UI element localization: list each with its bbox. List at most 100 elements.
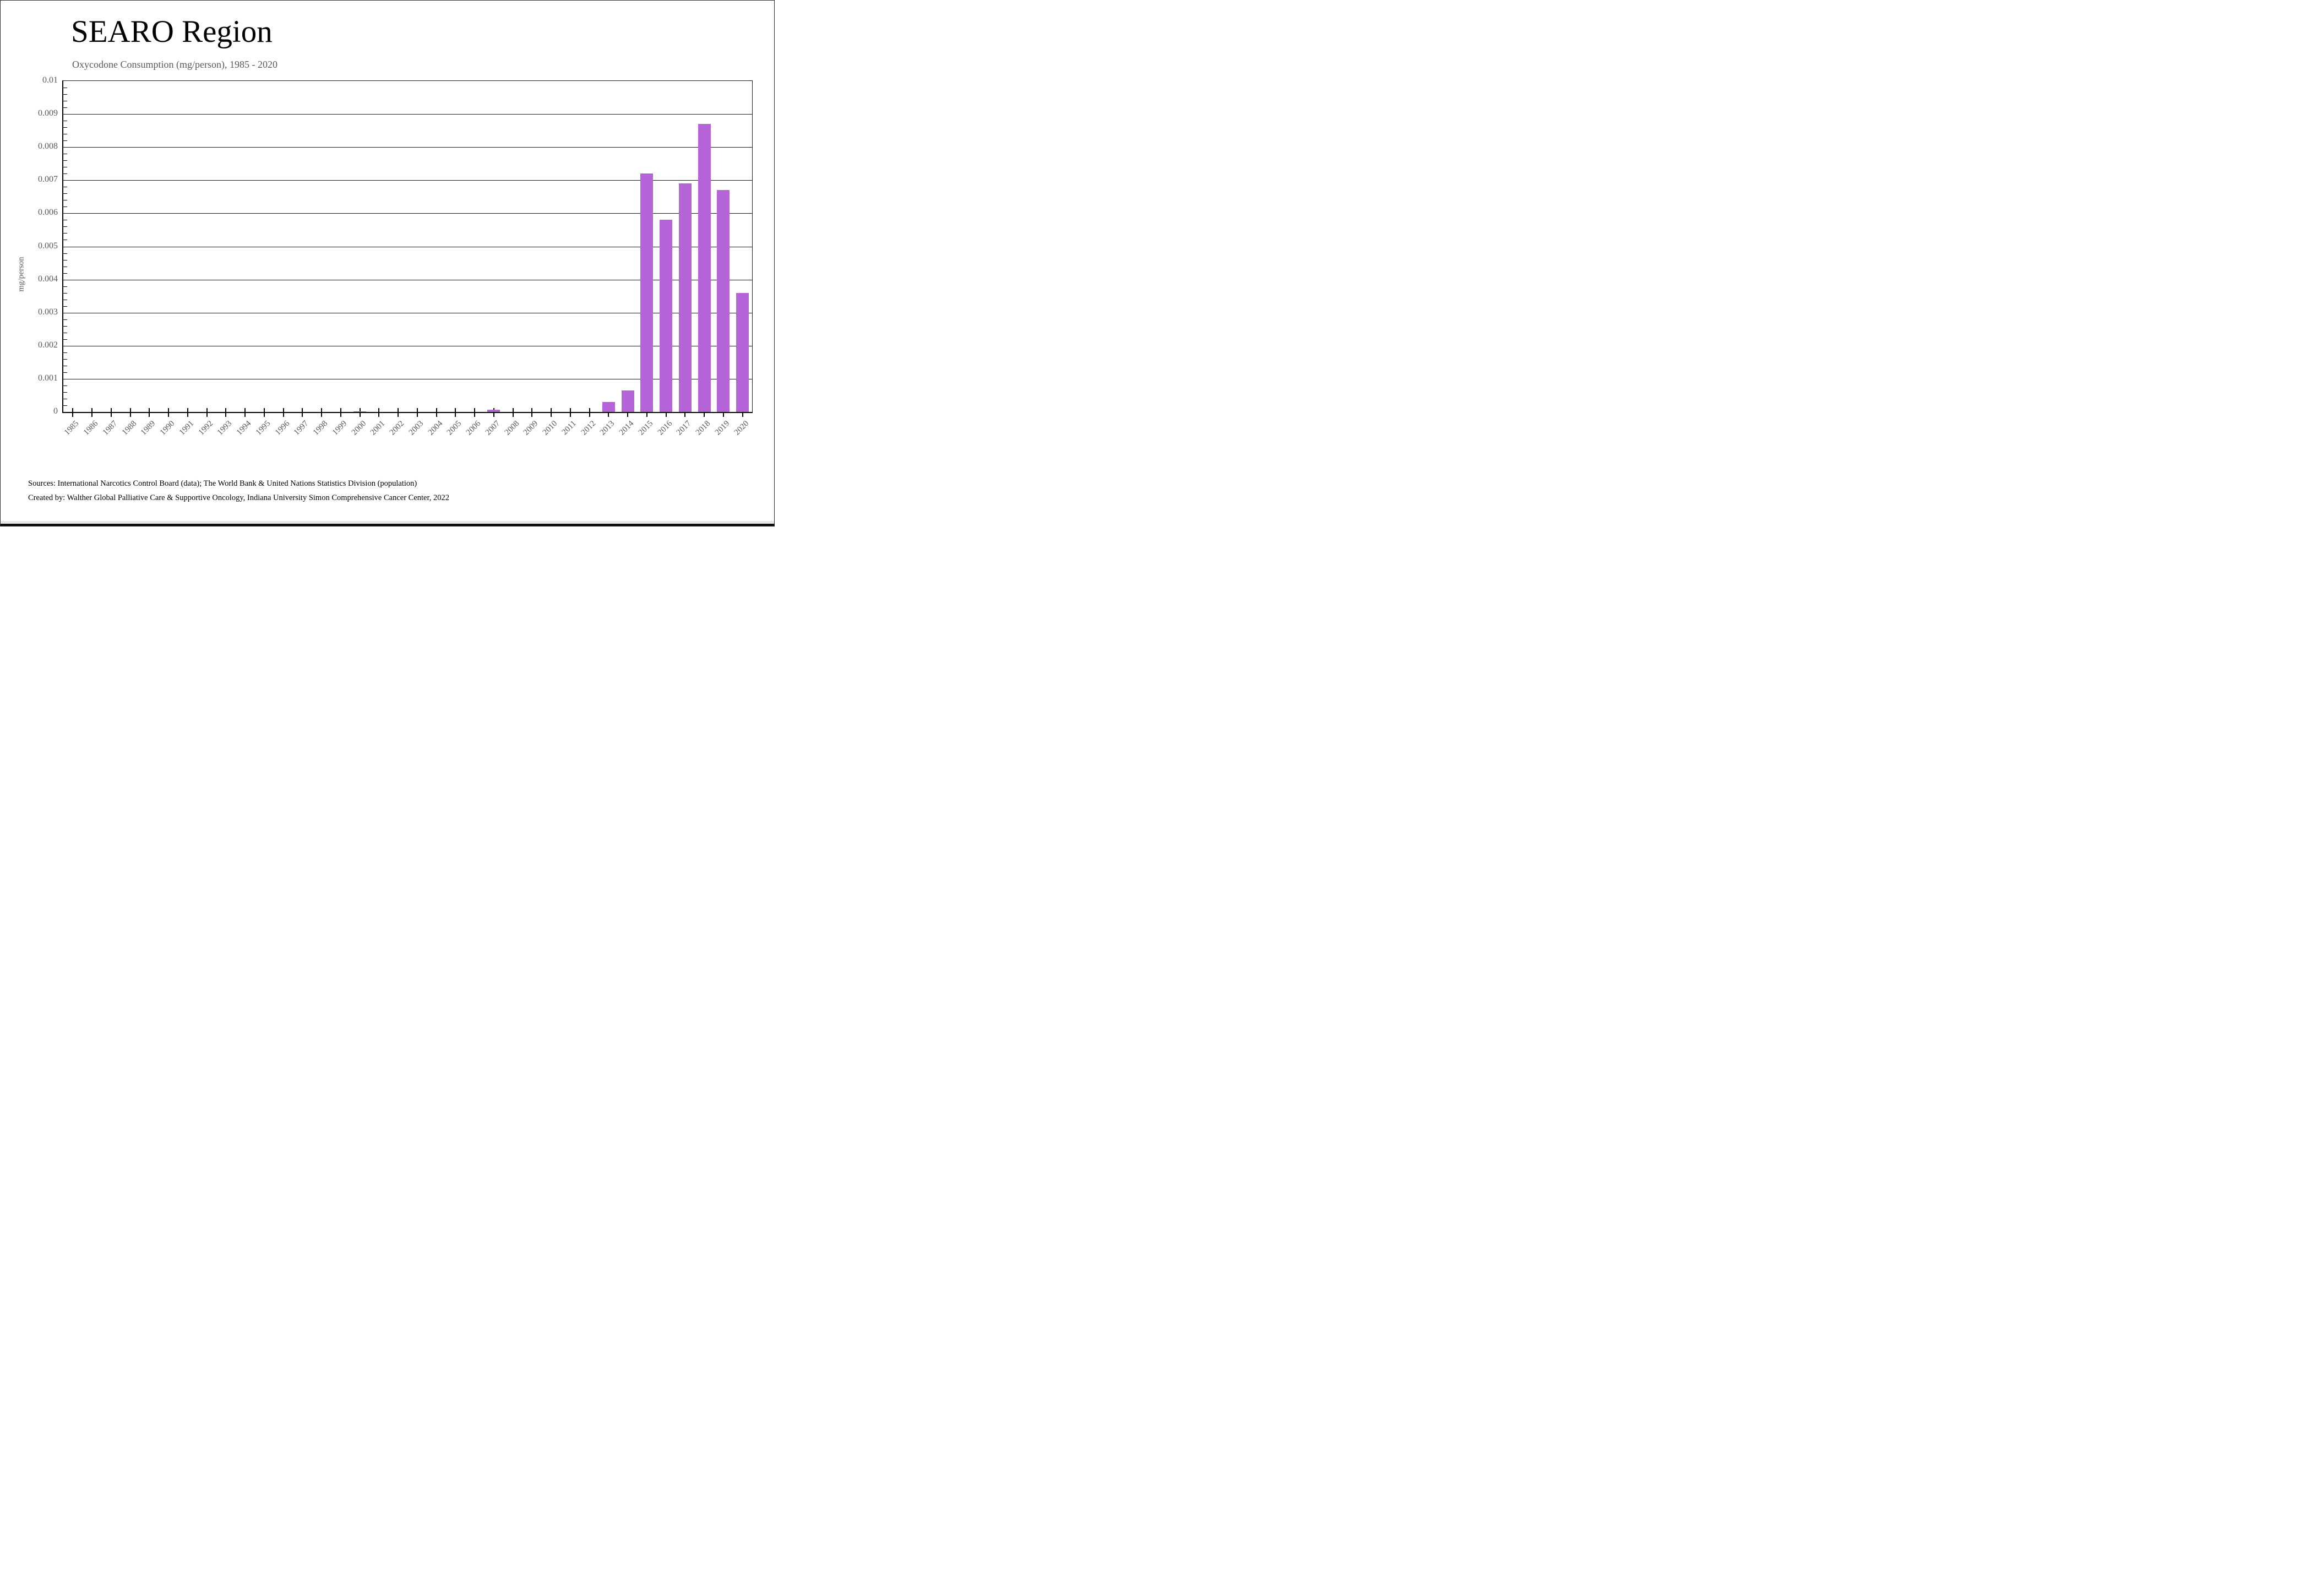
x-tick-1987: [110, 408, 112, 417]
x-tick-2006: [474, 408, 476, 417]
chart-canvas: SEARO Region Oxycodone Consumption (mg/p…: [0, 0, 775, 526]
x-tick-2010: [551, 408, 552, 417]
page-title: SEARO Region: [71, 14, 273, 49]
gridline-y-0.007: [63, 180, 752, 181]
x-tick-label-1987: 1987: [101, 419, 119, 437]
bar-2015: [640, 173, 654, 412]
x-tick-label-2006: 2006: [464, 419, 483, 437]
x-tick-label-2018: 2018: [694, 419, 712, 437]
gridline-y-0.006: [63, 213, 752, 214]
y-minor-tick: [63, 306, 67, 307]
x-tick-1993: [225, 408, 227, 417]
x-tick-2002: [398, 408, 399, 417]
y-minor-tick: [63, 286, 67, 287]
x-tick-label-2010: 2010: [541, 419, 559, 437]
x-tick-2013: [608, 408, 609, 417]
bar-2000: [353, 411, 367, 412]
x-tick-label-2001: 2001: [369, 419, 387, 437]
x-tick-label-1999: 1999: [330, 419, 349, 437]
x-tick-label-2008: 2008: [503, 419, 521, 437]
x-tick-2014: [627, 408, 629, 417]
x-tick-2016: [665, 408, 667, 417]
bar-2016: [660, 220, 673, 412]
chart-subtitle: Oxycodone Consumption (mg/person), 1985 …: [72, 59, 277, 70]
x-tick-2000: [359, 408, 361, 417]
x-tick-1985: [72, 408, 74, 417]
gridline-y-0.008: [63, 147, 752, 148]
x-tick-label-2005: 2005: [445, 419, 464, 437]
x-tick-1992: [206, 408, 208, 417]
y-minor-tick: [63, 173, 67, 175]
y-minor-tick: [63, 193, 67, 194]
y-tick-label-0: 0: [53, 406, 58, 416]
x-tick-2007: [493, 408, 494, 417]
y-tick-label-0.003: 0.003: [38, 307, 58, 317]
x-tick-1991: [187, 408, 188, 417]
bar-2014: [621, 390, 634, 412]
bar-2017: [678, 183, 692, 412]
x-tick-label-2020: 2020: [732, 419, 750, 437]
x-tick-2019: [722, 408, 724, 417]
x-tick-label-2017: 2017: [675, 419, 693, 437]
x-tick-2012: [589, 408, 590, 417]
gridline-y-0.009: [63, 114, 752, 115]
x-tick-label-2016: 2016: [656, 419, 674, 437]
x-tick-2005: [455, 408, 456, 417]
bottom-edge-bar: [1, 524, 774, 526]
x-tick-1998: [321, 408, 323, 417]
y-tick-label-0.007: 0.007: [38, 175, 58, 184]
y-tick-label-0.004: 0.004: [38, 274, 58, 284]
x-tick-label-1992: 1992: [197, 419, 215, 437]
x-tick-label-1995: 1995: [254, 419, 273, 437]
y-minor-tick: [63, 319, 67, 320]
y-minor-tick: [63, 405, 67, 406]
x-tick-label-2013: 2013: [598, 419, 617, 437]
x-tick-label-1990: 1990: [158, 419, 177, 437]
x-tick-label-1988: 1988: [120, 419, 138, 437]
y-minor-tick: [63, 233, 67, 234]
x-tick-label-1993: 1993: [216, 419, 234, 437]
x-tick-label-2002: 2002: [388, 419, 406, 437]
x-tick-label-2014: 2014: [617, 419, 636, 437]
x-tick-label-2012: 2012: [579, 419, 597, 437]
x-tick-2015: [646, 408, 647, 417]
bar-2007: [487, 410, 500, 412]
y-tick-label-0.001: 0.001: [38, 373, 58, 383]
y-tick-label-0.009: 0.009: [38, 108, 58, 118]
x-tick-label-1997: 1997: [292, 419, 311, 437]
x-tick-label-2003: 2003: [407, 419, 426, 437]
x-tick-label-2011: 2011: [560, 419, 579, 437]
x-tick-label-1991: 1991: [177, 419, 196, 437]
y-minor-tick: [63, 273, 67, 274]
x-tick-label-2009: 2009: [522, 419, 540, 437]
y-minor-tick: [63, 226, 67, 227]
y-minor-tick: [63, 140, 67, 142]
x-tick-label-1994: 1994: [235, 419, 253, 437]
y-minor-tick: [63, 253, 67, 254]
x-tick-1988: [129, 408, 131, 417]
x-tick-1996: [282, 408, 284, 417]
footer-created-by: Created by: Walther Global Palliative Ca…: [28, 493, 449, 502]
x-tick-2018: [704, 408, 705, 417]
x-tick-label-1996: 1996: [273, 419, 291, 437]
y-minor-tick: [63, 160, 67, 161]
y-minor-tick: [63, 372, 67, 373]
x-tick-label-2015: 2015: [636, 419, 655, 437]
x-tick-2017: [684, 408, 686, 417]
x-tick-1986: [91, 408, 93, 417]
y-minor-tick: [63, 292, 67, 294]
x-tick-1999: [340, 408, 341, 417]
x-tick-label-2007: 2007: [483, 419, 502, 437]
x-tick-1995: [263, 408, 265, 417]
x-tick-2009: [531, 408, 533, 417]
y-minor-tick: [63, 325, 67, 327]
y-minor-tick: [63, 392, 67, 393]
x-tick-label-1985: 1985: [63, 419, 81, 437]
x-tick-label-1986: 1986: [81, 419, 100, 437]
bottom-shadow-strip: [1, 521, 774, 524]
x-tick-label-1998: 1998: [311, 419, 330, 437]
footer-sources: Sources: International Narcotics Control…: [28, 479, 417, 488]
y-tick-label-0.006: 0.006: [38, 208, 58, 218]
y-minor-tick: [63, 339, 67, 340]
x-tick-2020: [742, 408, 743, 417]
